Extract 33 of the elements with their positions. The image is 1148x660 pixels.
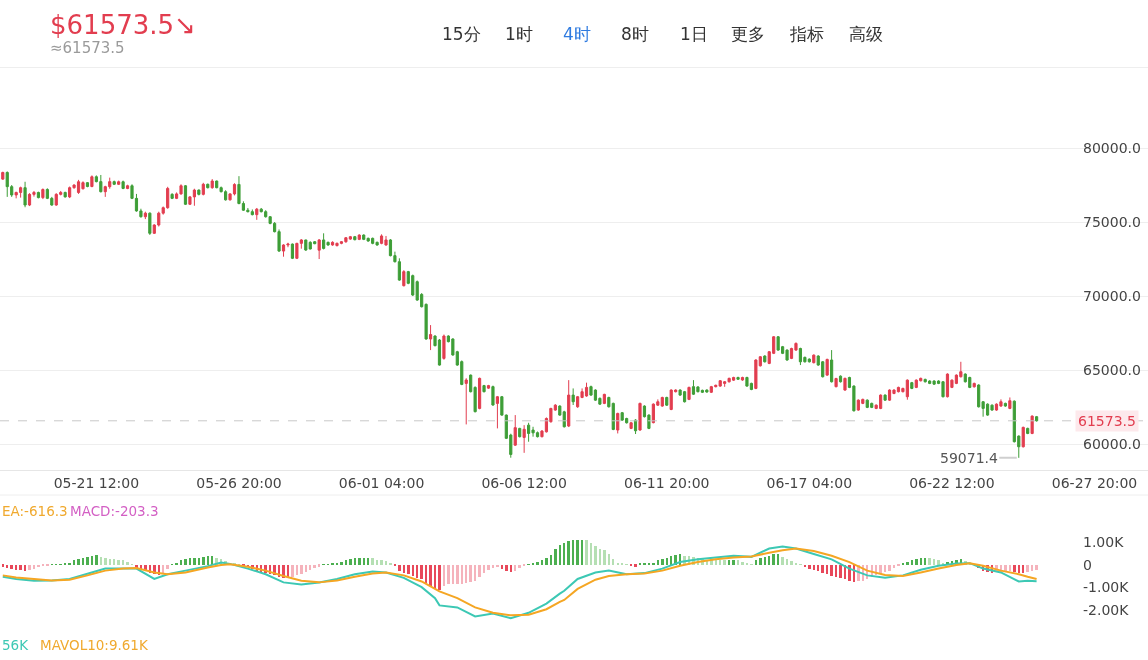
annotation: MAVOL10:9.61K xyxy=(40,637,149,653)
x-tick-label: 06-01 04:00 xyxy=(338,474,425,491)
annotation: 8时 xyxy=(621,24,649,44)
annotation: 更多 xyxy=(731,24,765,44)
y-tick-label: -2.00K xyxy=(1083,602,1130,619)
x-tick-label: 05-21 12:00 xyxy=(53,474,140,491)
y-tick-label: 70000.0 xyxy=(1083,287,1141,304)
annotation: 56K xyxy=(2,637,30,653)
annotation: MACD:-203.3 xyxy=(70,503,159,519)
y-tick-label: 75000.0 xyxy=(1083,213,1141,230)
text: $61573.5↘ xyxy=(50,10,196,40)
x-tick-label: 06-17 04:00 xyxy=(766,474,853,491)
annotation: 高级 xyxy=(849,24,883,44)
annotation: 4时 xyxy=(563,24,591,44)
y-tick-label: 1.00K xyxy=(1083,534,1125,551)
x-tick-label: 06-11 20:00 xyxy=(624,474,710,491)
annotation: 1时 xyxy=(505,24,533,44)
annotation: 指标 xyxy=(789,24,824,44)
y-tick-label: 60000.0 xyxy=(1083,435,1141,452)
y-tick-label: 80000.0 xyxy=(1083,139,1141,156)
x-tick-label: 06-22 12:00 xyxy=(909,474,995,491)
text: ≈61573.5 xyxy=(50,39,125,57)
annotation: 1日 xyxy=(680,24,708,44)
x-tick-label: 06-27 20:00 xyxy=(1051,474,1138,491)
annotation: EA:-616.3 xyxy=(2,503,68,519)
annotation: 59071.4 xyxy=(940,450,998,466)
y-tick-label: 65000.0 xyxy=(1083,361,1141,378)
x-tick-label: 05-26 20:00 xyxy=(196,474,282,491)
annotation: 15分 xyxy=(442,24,481,44)
x-tick-label: 06-06 12:00 xyxy=(481,474,567,491)
y-tick-label: -1.00K xyxy=(1083,579,1130,596)
ref-line-label: 61573.5 xyxy=(1078,413,1136,429)
y-tick-label: 0 xyxy=(1083,556,1092,573)
